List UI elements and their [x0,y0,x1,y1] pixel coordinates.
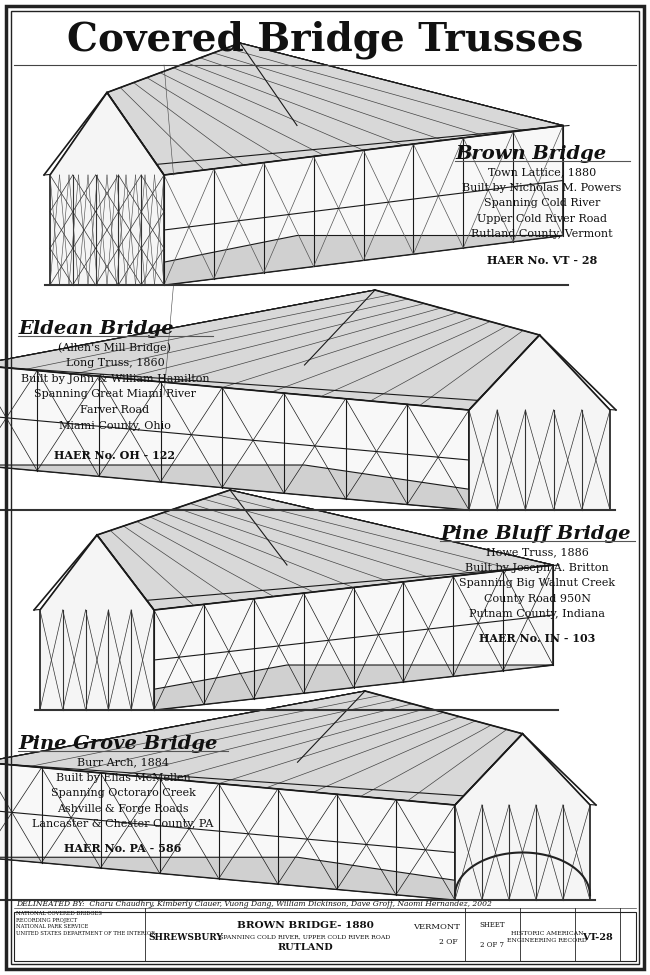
Polygon shape [455,734,590,900]
Text: Pine Bluff Bridge: Pine Bluff Bridge [440,525,630,543]
Text: 2 OF: 2 OF [439,938,460,946]
Polygon shape [107,43,563,175]
Polygon shape [50,93,164,285]
Text: HAER No. PA - 586: HAER No. PA - 586 [64,843,182,854]
Polygon shape [0,365,469,510]
Text: BROWN BRIDGE- 1880: BROWN BRIDGE- 1880 [237,920,374,929]
Polygon shape [0,290,540,410]
Polygon shape [0,691,365,857]
Polygon shape [240,43,563,236]
Text: HAER No. IN - 103: HAER No. IN - 103 [479,633,595,644]
Polygon shape [0,465,610,510]
Polygon shape [50,236,563,285]
Polygon shape [0,290,375,365]
Polygon shape [164,126,563,285]
Polygon shape [469,335,610,510]
Text: SHREWSBURY: SHREWSBURY [148,932,223,942]
Text: SPANNING COLD RIVER, UPPER COLD RIVER ROAD: SPANNING COLD RIVER, UPPER COLD RIVER RO… [219,934,391,940]
Polygon shape [0,857,590,900]
Polygon shape [40,665,553,710]
Polygon shape [455,734,590,805]
Polygon shape [469,335,610,410]
Text: (Allen's Mill Bridge)
Long Truss, 1860
Built by John & William Hamilton
Spanning: (Allen's Mill Bridge) Long Truss, 1860 B… [21,342,209,431]
Text: Howe Truss, 1886
Built by Joseph A. Britton
Spanning Big Walnut Creek
County Roa: Howe Truss, 1886 Built by Joseph A. Brit… [459,547,615,619]
Polygon shape [154,565,553,710]
Text: SHEET: SHEET [479,921,505,929]
Text: Town Lattice, 1880
Built by Nicholas M. Powers
Spanning Cold River
Upper Cold Ri: Town Lattice, 1880 Built by Nicholas M. … [462,167,621,240]
Polygon shape [0,691,365,762]
Polygon shape [40,535,154,610]
Text: 2 OF 7: 2 OF 7 [480,941,504,949]
Polygon shape [50,93,164,175]
Text: DELINEATED BY:  Charu Chaudhry, Kimberly Clauer, Vuong Dang, William Dickinson, : DELINEATED BY: Charu Chaudhry, Kimberly … [16,900,492,908]
Text: Pine Grove Bridge: Pine Grove Bridge [18,735,217,753]
Text: Covered Bridge Trusses: Covered Bridge Trusses [67,20,583,59]
Polygon shape [0,762,455,900]
Text: Burr Arch, 1884
Built by Elias McMellen
Spanning Octoraro Creek
Ashville & Forge: Burr Arch, 1884 Built by Elias McMellen … [32,757,214,830]
Text: HISTORIC AMERICAN
ENGINEERING RECORD: HISTORIC AMERICAN ENGINEERING RECORD [507,931,587,943]
Bar [14,912,636,961]
Polygon shape [240,43,563,126]
Polygon shape [40,535,154,710]
Text: VERMONT: VERMONT [413,923,460,931]
Text: HAER No. OH - 122: HAER No. OH - 122 [55,450,176,461]
Text: Brown Bridge: Brown Bridge [455,145,606,163]
Polygon shape [0,290,375,465]
Polygon shape [97,490,553,610]
Text: NATIONAL COVERED BRIDGES
RECORDING PROJECT
NATIONAL PARK SERVICE
UNITED STATES D: NATIONAL COVERED BRIDGES RECORDING PROJE… [16,911,155,936]
Polygon shape [230,490,553,565]
Polygon shape [230,490,553,665]
Text: VT-28: VT-28 [582,932,612,942]
Text: Eldean Bridge: Eldean Bridge [18,320,174,338]
Polygon shape [0,691,523,805]
Text: HAER No. VT - 28: HAER No. VT - 28 [487,255,597,266]
Text: RUTLAND: RUTLAND [277,943,333,952]
